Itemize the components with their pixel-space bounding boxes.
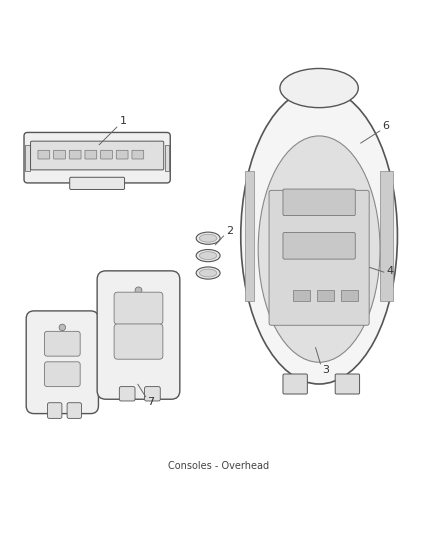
FancyBboxPatch shape: [67, 403, 81, 418]
FancyBboxPatch shape: [269, 190, 369, 325]
Text: 3: 3: [322, 365, 329, 375]
Ellipse shape: [135, 287, 142, 294]
Ellipse shape: [258, 136, 380, 362]
FancyBboxPatch shape: [97, 271, 180, 399]
FancyBboxPatch shape: [283, 232, 355, 259]
Bar: [293, 290, 311, 301]
Bar: [380, 171, 393, 301]
Text: 7: 7: [147, 397, 154, 407]
Ellipse shape: [199, 252, 217, 260]
Ellipse shape: [199, 235, 217, 242]
FancyBboxPatch shape: [69, 150, 81, 159]
FancyBboxPatch shape: [70, 177, 124, 189]
Text: 6: 6: [382, 122, 389, 131]
FancyBboxPatch shape: [114, 324, 163, 359]
FancyBboxPatch shape: [119, 386, 135, 401]
Ellipse shape: [59, 324, 66, 330]
Ellipse shape: [196, 232, 220, 244]
FancyBboxPatch shape: [26, 311, 99, 414]
FancyBboxPatch shape: [283, 374, 307, 394]
FancyBboxPatch shape: [47, 403, 62, 418]
FancyBboxPatch shape: [45, 332, 80, 356]
FancyBboxPatch shape: [38, 150, 49, 159]
Ellipse shape: [241, 88, 397, 384]
Bar: [25, 144, 30, 171]
FancyBboxPatch shape: [53, 150, 65, 159]
FancyBboxPatch shape: [283, 189, 355, 215]
Bar: [165, 144, 169, 171]
Ellipse shape: [196, 249, 220, 262]
Ellipse shape: [196, 267, 220, 279]
Text: 4: 4: [386, 266, 393, 276]
FancyBboxPatch shape: [145, 386, 160, 401]
Text: 1: 1: [120, 116, 127, 126]
FancyBboxPatch shape: [116, 150, 128, 159]
FancyBboxPatch shape: [85, 150, 97, 159]
FancyBboxPatch shape: [335, 374, 360, 394]
FancyBboxPatch shape: [24, 133, 170, 183]
FancyBboxPatch shape: [132, 150, 144, 159]
FancyBboxPatch shape: [101, 150, 113, 159]
Bar: [245, 171, 254, 301]
Ellipse shape: [280, 68, 358, 108]
Text: Consoles - Overhead: Consoles - Overhead: [169, 461, 269, 471]
FancyBboxPatch shape: [31, 141, 164, 170]
Text: 2: 2: [226, 226, 233, 236]
Ellipse shape: [199, 269, 217, 277]
Bar: [317, 290, 334, 301]
FancyBboxPatch shape: [114, 292, 163, 325]
FancyBboxPatch shape: [45, 362, 80, 386]
Bar: [341, 290, 358, 301]
